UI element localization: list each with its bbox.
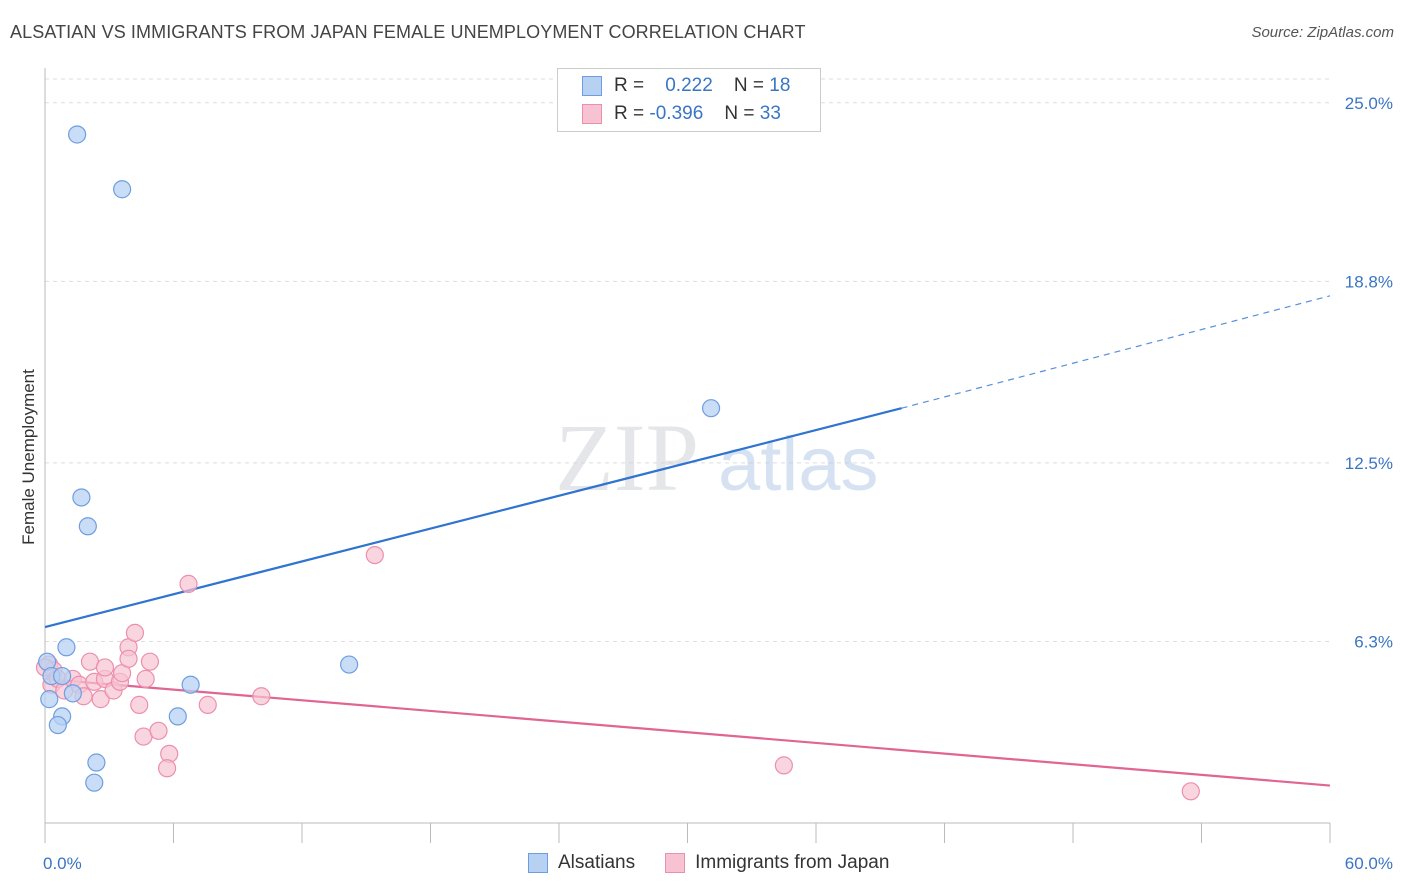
- data-point-japan: [91, 690, 110, 709]
- labels-layer: 6.3% 12.5% 18.8% 25.0% 0.0% 60.0%: [43, 94, 1393, 873]
- series-label: Alsatians: [558, 852, 636, 873]
- data-point-japan: [1181, 782, 1200, 801]
- watermark-zip: ZIP: [555, 404, 699, 511]
- legend-r-label: R =: [614, 75, 645, 96]
- data-point-alsatians: [63, 684, 82, 703]
- data-point-japan: [125, 623, 145, 642]
- data-point-japan: [95, 658, 115, 677]
- points-layer: [35, 125, 1200, 801]
- trend-line-japan: [44, 677, 1331, 787]
- data-point-japan: [149, 721, 168, 740]
- series-label: Immigrants from Japan: [695, 852, 890, 873]
- legend-row-alsatians: R = 0.222 N = 18: [582, 73, 790, 99]
- data-point-alsatians: [40, 690, 59, 709]
- series-swatch-pink: [665, 853, 686, 873]
- data-point-japan: [774, 756, 793, 775]
- data-point-japan: [130, 695, 149, 714]
- data-point-alsatians: [85, 773, 104, 792]
- data-point-alsatians: [340, 655, 359, 674]
- y-axis-label: Female Unemployment: [19, 369, 38, 545]
- correlation-legend: R = 0.222 N = 18 R = -0.396 N = 33: [557, 68, 821, 132]
- data-point-alsatians: [701, 399, 721, 418]
- legend-swatch-pink: [582, 104, 602, 124]
- data-point-japan: [136, 669, 155, 689]
- data-point-alsatians: [181, 675, 200, 694]
- legend-r-value: -0.396: [649, 103, 704, 124]
- data-point-japan: [140, 652, 160, 671]
- legend-n-label: N =: [733, 75, 765, 96]
- grid-layer: [45, 78, 1330, 643]
- series-legend: Alsatians Immigrants from Japan: [528, 852, 919, 874]
- data-point-alsatians: [168, 707, 187, 726]
- data-point-japan: [252, 687, 271, 706]
- data-point-japan: [157, 759, 177, 778]
- x-tick-label-start: 0.0%: [43, 854, 82, 873]
- legend-r-value: 0.222: [665, 75, 713, 96]
- data-point-alsatians: [72, 488, 91, 507]
- data-point-alsatians: [87, 753, 106, 772]
- series-legend-alsatians[interactable]: Alsatians: [528, 852, 635, 874]
- trend-line-alsatians: [44, 407, 902, 629]
- data-point-alsatians: [112, 180, 132, 199]
- legend-swatch-blue: [582, 76, 602, 96]
- data-point-alsatians: [57, 638, 76, 657]
- series-legend-japan[interactable]: Immigrants from Japan: [665, 852, 889, 874]
- trend-layer: [44, 295, 1331, 787]
- data-point-japan: [365, 545, 384, 565]
- y-tick-label: 18.8%: [1345, 272, 1393, 291]
- data-point-japan: [179, 574, 198, 593]
- data-point-alsatians: [68, 125, 87, 144]
- data-point-alsatians: [78, 517, 97, 536]
- x-tick-label-end: 60.0%: [1345, 854, 1393, 873]
- data-point-alsatians: [48, 715, 67, 735]
- y-tick-label: 12.5%: [1345, 454, 1393, 473]
- data-point-japan: [198, 695, 217, 714]
- source-credit: Source: ZipAtlas.com: [1251, 24, 1394, 41]
- legend-n-label: N =: [724, 103, 755, 124]
- series-swatch-blue: [528, 853, 548, 873]
- legend-n-value: 33: [759, 103, 781, 124]
- watermark-atlas: atlas: [718, 422, 879, 507]
- data-point-japan: [119, 649, 138, 668]
- data-point-alsatians: [53, 666, 72, 686]
- watermark: ZIP atlas: [555, 404, 879, 511]
- legend-r-label: R =: [614, 103, 645, 124]
- trend-line-alsatians-extension: [901, 295, 1331, 409]
- legend-row-japan: R = -0.396 N = 33: [582, 101, 781, 127]
- y-tick-label: 6.3%: [1354, 633, 1393, 652]
- y-tick-label: 25.0%: [1345, 94, 1393, 113]
- legend-n-value: 18: [769, 75, 791, 96]
- chart-title: ALSATIAN VS IMMIGRANTS FROM JAPAN FEMALE…: [10, 22, 806, 42]
